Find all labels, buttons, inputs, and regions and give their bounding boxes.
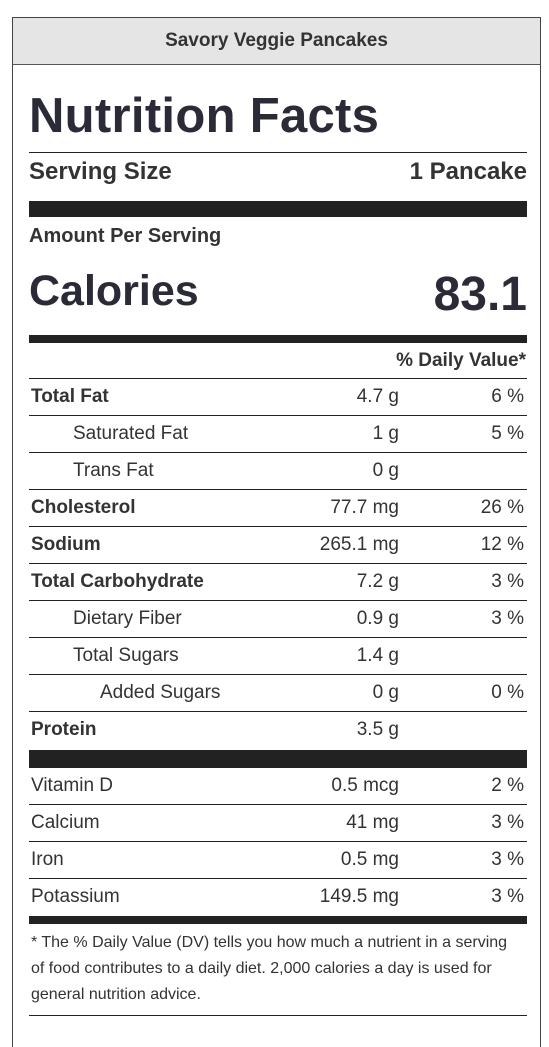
nutrient-name: Sodium bbox=[31, 534, 101, 555]
nutrient-amount: 0.5 mcg bbox=[331, 775, 399, 796]
serving-size-label: Serving Size bbox=[29, 158, 172, 185]
nutrient-amount: 4.7 g bbox=[356, 386, 399, 407]
row-divider bbox=[29, 841, 527, 842]
nutrient-daily-value: 2 % bbox=[491, 775, 524, 796]
nutrient-name: Potassium bbox=[31, 886, 120, 907]
nutrient-daily-value: 6 % bbox=[491, 386, 524, 407]
nutrient-name: Total Sugars bbox=[73, 645, 179, 666]
vitamin-row: Calcium 41 mg 3 % bbox=[29, 805, 527, 842]
amount-per-serving-label: Amount Per Serving bbox=[29, 225, 222, 247]
row-divider bbox=[29, 378, 527, 379]
nutrient-row: Total Fat 4.7 g 6 % bbox=[29, 379, 527, 416]
vitamin-row: Potassium 149.5 mg 3 % bbox=[29, 879, 527, 916]
row-divider bbox=[29, 452, 527, 453]
daily-value-header: % Daily Value* bbox=[396, 350, 526, 371]
row-divider bbox=[29, 526, 527, 527]
nutrient-amount: 77.7 mg bbox=[330, 497, 399, 518]
row-divider bbox=[29, 804, 527, 805]
nutrient-row: Added Sugars 0 g 0 % bbox=[29, 675, 527, 712]
nutrient-daily-value: 5 % bbox=[491, 423, 524, 444]
nutrient-amount: 3.5 g bbox=[356, 719, 399, 740]
nutrition-facts-heading: Nutrition Facts bbox=[29, 89, 380, 143]
nutrient-amount: 0.5 mg bbox=[340, 849, 399, 870]
divider-medium bbox=[29, 916, 527, 924]
nutrient-daily-value: 3 % bbox=[491, 608, 524, 629]
nutrient-amount: 1.4 g bbox=[356, 645, 399, 666]
nutrient-name: Added Sugars bbox=[100, 682, 221, 703]
divider-medium bbox=[29, 335, 527, 343]
nutrient-daily-value: 26 % bbox=[480, 497, 524, 518]
nutrient-daily-value: 3 % bbox=[491, 571, 524, 592]
nutrient-amount: 0.9 g bbox=[356, 608, 399, 629]
nutrient-name: Cholesterol bbox=[31, 497, 136, 518]
nutrient-daily-value: 3 % bbox=[491, 849, 524, 870]
divider-thick bbox=[29, 750, 527, 768]
divider-thin bbox=[29, 1015, 527, 1016]
nutrient-name: Calcium bbox=[31, 812, 100, 833]
nutrient-daily-value: 0 % bbox=[491, 682, 524, 703]
nutrient-name: Protein bbox=[31, 719, 97, 740]
nutrient-row: Total Sugars 1.4 g bbox=[29, 638, 527, 675]
row-divider bbox=[29, 600, 527, 601]
calories-label: Calories bbox=[29, 267, 199, 315]
recipe-title: Savory Veggie Pancakes bbox=[13, 18, 540, 65]
nutrient-row: Saturated Fat 1 g 5 % bbox=[29, 416, 527, 453]
row-divider bbox=[29, 674, 527, 675]
serving-size-row: Serving Size 1 Pancake bbox=[29, 158, 527, 186]
row-divider bbox=[29, 711, 527, 712]
nutrient-daily-value: 3 % bbox=[491, 886, 524, 907]
nutrient-amount: 7.2 g bbox=[356, 571, 399, 592]
nutrient-daily-value: 12 % bbox=[480, 534, 524, 555]
nutrient-amount: 265.1 mg bbox=[319, 534, 399, 555]
row-divider bbox=[29, 637, 527, 638]
nutrient-name: Iron bbox=[31, 849, 64, 870]
nutrient-row: Dietary Fiber 0.9 g 3 % bbox=[29, 601, 527, 638]
nutrient-name: Vitamin D bbox=[31, 775, 114, 796]
nutrient-row: Sodium 265.1 mg 12 % bbox=[29, 527, 527, 564]
daily-value-footnote: * The % Daily Value (DV) tells you how m… bbox=[31, 934, 508, 1003]
nutrient-amount: 0 g bbox=[372, 682, 399, 703]
nutrient-amount: 0 g bbox=[372, 460, 399, 481]
vitamin-row: Iron 0.5 mg 3 % bbox=[29, 842, 527, 879]
divider-thick bbox=[29, 201, 527, 217]
nutrient-row: Total Carbohydrate 7.2 g 3 % bbox=[29, 564, 527, 601]
nutrient-amount: 149.5 mg bbox=[319, 886, 399, 907]
nutrient-name: Total Fat bbox=[31, 386, 109, 407]
nutrient-amount: 41 mg bbox=[346, 812, 399, 833]
serving-size-value: 1 Pancake bbox=[409, 158, 527, 185]
nutrient-name: Total Carbohydrate bbox=[31, 571, 204, 592]
nutrition-label-card: Savory Veggie Pancakes Nutrition Facts S… bbox=[12, 17, 541, 1047]
divider-thin bbox=[29, 152, 527, 153]
vitamin-row: Vitamin D 0.5 mcg 2 % bbox=[29, 768, 527, 805]
nutrient-name: Dietary Fiber bbox=[73, 608, 182, 629]
calories-row: Calories 83.1 bbox=[29, 267, 527, 322]
row-divider bbox=[29, 489, 527, 490]
row-divider bbox=[29, 415, 527, 416]
nutrient-daily-value: 3 % bbox=[491, 812, 524, 833]
nutrient-row: Trans Fat 0 g bbox=[29, 453, 527, 490]
row-divider bbox=[29, 563, 527, 564]
row-divider bbox=[29, 878, 527, 879]
calories-value: 83.1 bbox=[433, 268, 527, 321]
nutrient-amount: 1 g bbox=[372, 423, 399, 444]
nutrient-name: Trans Fat bbox=[73, 460, 154, 481]
nutrient-row: Cholesterol 77.7 mg 26 % bbox=[29, 490, 527, 527]
nutrient-row: Protein 3.5 g bbox=[29, 712, 527, 749]
nutrient-name: Saturated Fat bbox=[73, 423, 189, 444]
